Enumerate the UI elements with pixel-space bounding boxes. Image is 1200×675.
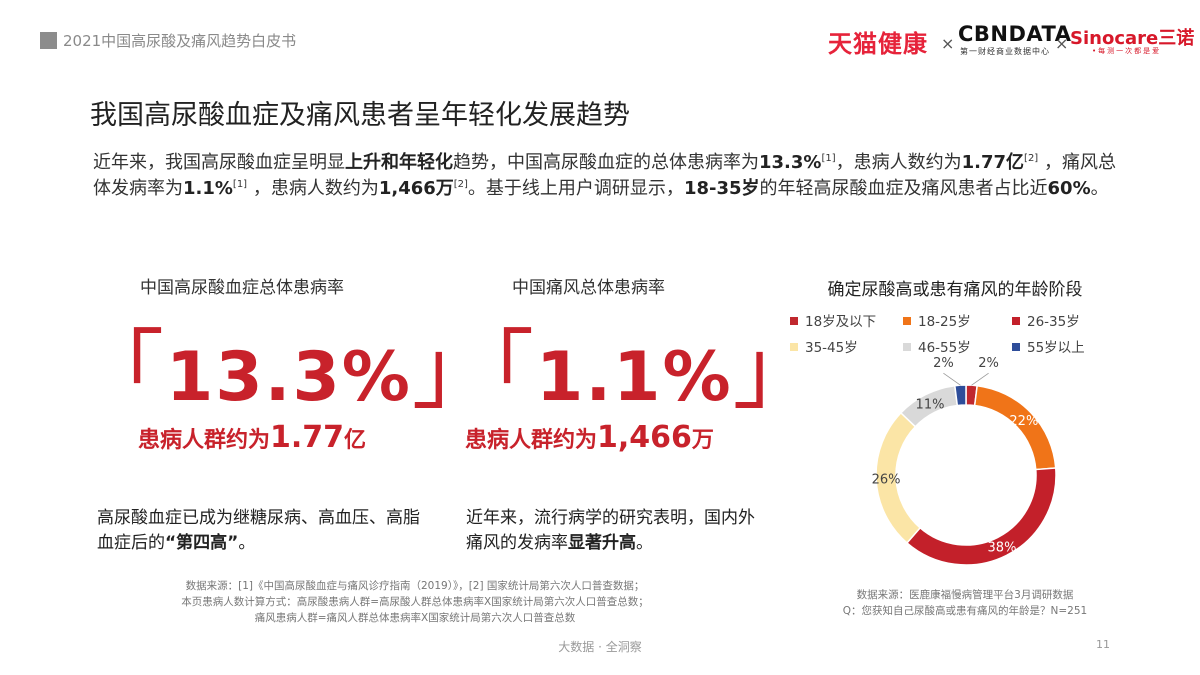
gout-rate-value: 「1.1%」 — [448, 300, 821, 425]
desc-text: 。 — [636, 533, 653, 553]
legend-item: 26-35岁 — [1012, 310, 1080, 330]
legend-label: 18-25岁 — [918, 314, 971, 330]
patients-prefix: 患病人群约为 — [465, 428, 598, 453]
gout-rate-caption: 中国痛风总体患病率 — [512, 278, 665, 298]
page-title: 我国高尿酸血症及痛风患者呈年轻化发展趋势 — [90, 100, 630, 131]
source-line: 数据来源：[1]《中国高尿酸血症与痛风诊疗指南（2019）》，[2] 国家统计局… — [185, 580, 645, 592]
bracket-close: 」 — [732, 321, 821, 421]
patients-unit: 亿 — [344, 428, 367, 453]
legend-label: 26-35岁 — [1027, 314, 1080, 330]
footer-slogan: 大数据 · 全洞察 — [558, 640, 642, 654]
intro-paragraph: 近年来，我国高尿酸血症呈明显上升和年轻化趋势，中国高尿酸血症的总体患病率为13.… — [93, 150, 1123, 202]
age-donut-chart: 2% 22% 38% 26% 11% 2% — [872, 356, 1057, 566]
desc-text: 。 — [238, 533, 256, 553]
slice-label: 2% — [978, 356, 999, 371]
intro-highlight: 1.77亿 — [961, 152, 1025, 173]
document-title: 2021中国高尿酸及痛风趋势白皮书 — [63, 32, 297, 50]
intro-highlight: 13.3% — [759, 152, 822, 173]
legend-label: 35-45岁 — [805, 340, 858, 356]
legend-swatch — [903, 317, 911, 325]
label-leader-line — [943, 372, 961, 386]
desc-text: 高尿酸血症已成为继糖尿病、高血压、高脂血症后的 — [97, 508, 420, 553]
citation-ref: [1] — [232, 179, 248, 190]
legend-item: 18岁及以下 — [790, 310, 876, 330]
legend-item: 35-45岁 — [790, 336, 858, 356]
citation-ref: [2] — [453, 179, 468, 190]
intro-text: 。基于线上用户调研显示， — [467, 178, 684, 199]
source-line: 痛风患病人群=痛风人群总体患病率X国家统计局第六次人口普查总数 — [254, 612, 576, 624]
intro-text: 的年轻高尿酸血症及痛风患者占比近 — [759, 178, 1048, 199]
patients-number: 1.77 — [270, 420, 345, 455]
stat-value: 13.3% — [166, 338, 412, 417]
slice-label: 38% — [988, 540, 1017, 555]
sinocare-logo: Sinocare三诺 — [1070, 28, 1195, 49]
intro-text: ，患病人数约为 — [247, 178, 379, 199]
patients-number: 1,466 — [597, 420, 692, 455]
cbndata-logo-subtitle: 第一财经商业数据中心 — [960, 47, 1050, 56]
intro-text: ，患病人数约为 — [835, 152, 962, 173]
desc-text: 近年来，流行病学的研究表明，国内外痛风的发病率 — [466, 508, 755, 553]
legend-swatch — [790, 343, 798, 351]
intro-highlight: 1.1% — [183, 178, 233, 199]
sinocare-logo-slogan: •每测一次都是爱 — [1092, 47, 1162, 55]
intro-text: 趋势，中国高尿酸血症的总体患病率为 — [453, 152, 759, 173]
legend-swatch — [1012, 343, 1020, 351]
data-source-right: 数据来源：医鹿康福慢病管理平台3月调研数据 Q：您获知自己尿酸高或患有痛风的年龄… — [800, 587, 1130, 619]
intro-text: ，痛风总体发病率为 — [93, 152, 1116, 199]
label-leader-line — [971, 372, 989, 386]
legend-swatch — [1012, 317, 1020, 325]
intro-highlight: 18-35岁 — [683, 178, 760, 199]
slice-label: 2% — [933, 356, 954, 371]
bracket-open: 「 — [448, 321, 536, 421]
tmall-health-logo: 天猫健康 — [828, 30, 928, 58]
page-number: 11 — [1096, 638, 1110, 651]
intro-text: 近年来，我国高尿酸血症呈明显 — [93, 152, 345, 173]
legend-label: 55岁以上 — [1027, 340, 1085, 356]
stat-value: 1.1% — [536, 338, 733, 417]
slice-label: 11% — [916, 398, 945, 413]
data-source-left: 数据来源：[1]《中国高尿酸血症与痛风诊疗指南（2019）》，[2] 国家统计局… — [135, 578, 695, 626]
legend-swatch — [790, 317, 798, 325]
desc-highlight: “第四高” — [165, 533, 239, 553]
hyperuricemia-patients: 患病人群约为1.77亿 — [138, 420, 366, 455]
hyperuricemia-rate-caption: 中国高尿酸血症总体患病率 — [140, 278, 344, 298]
slice-label: 26% — [872, 473, 901, 488]
bracket-open: 「 — [78, 321, 166, 421]
logo-separator: × — [1055, 34, 1069, 53]
legend-item: 46-55岁 — [903, 336, 971, 356]
donut-slice — [953, 384, 967, 407]
gout-patients: 患病人群约为1,466万 — [465, 420, 714, 455]
source-line: 数据来源：医鹿康福慢病管理平台3月调研数据 — [856, 589, 1074, 601]
bracket-close: 」 — [411, 321, 500, 421]
donut-slice — [905, 467, 1057, 566]
legend-label: 18岁及以下 — [805, 314, 877, 330]
legend-item: 18-25岁 — [903, 310, 971, 330]
hyperuricemia-rate-value: 「13.3%」 — [78, 300, 500, 425]
desc-highlight: 显著升高 — [568, 533, 636, 553]
citation-ref: [1] — [821, 153, 836, 164]
intro-highlight: 1,466万 — [378, 178, 454, 199]
header-square-icon — [40, 32, 57, 49]
legend-swatch — [903, 343, 911, 351]
intro-highlight: 60% — [1047, 178, 1091, 199]
hyperuricemia-description: 高尿酸血症已成为继糖尿病、高血压、高脂血症后的“第四高”。 — [97, 506, 427, 556]
gout-description: 近年来，流行病学的研究表明，国内外痛风的发病率显著升高。 — [466, 506, 766, 556]
patients-unit: 万 — [691, 428, 714, 453]
logo-separator: × — [941, 34, 955, 53]
source-line: 本页患病人数计算方式：高尿酸患病人群=高尿酸人群总体患病率X国家统计局第六次人口… — [181, 596, 649, 608]
patients-prefix: 患病人群约为 — [138, 428, 271, 453]
intro-text: 。 — [1090, 178, 1109, 199]
legend-item: 55岁以上 — [1012, 336, 1085, 356]
citation-ref: [2] — [1024, 153, 1039, 164]
chart-title: 确定尿酸高或患有痛风的年龄阶段 — [827, 280, 1083, 300]
source-line: Q：您获知自己尿酸高或患有痛风的年龄是？N=251 — [842, 605, 1088, 617]
legend-label: 46-55岁 — [918, 340, 971, 356]
intro-highlight: 上升和年轻化 — [345, 152, 453, 173]
cbndata-logo: CBNDATA — [958, 22, 1072, 46]
slice-label: 22% — [1009, 414, 1038, 429]
